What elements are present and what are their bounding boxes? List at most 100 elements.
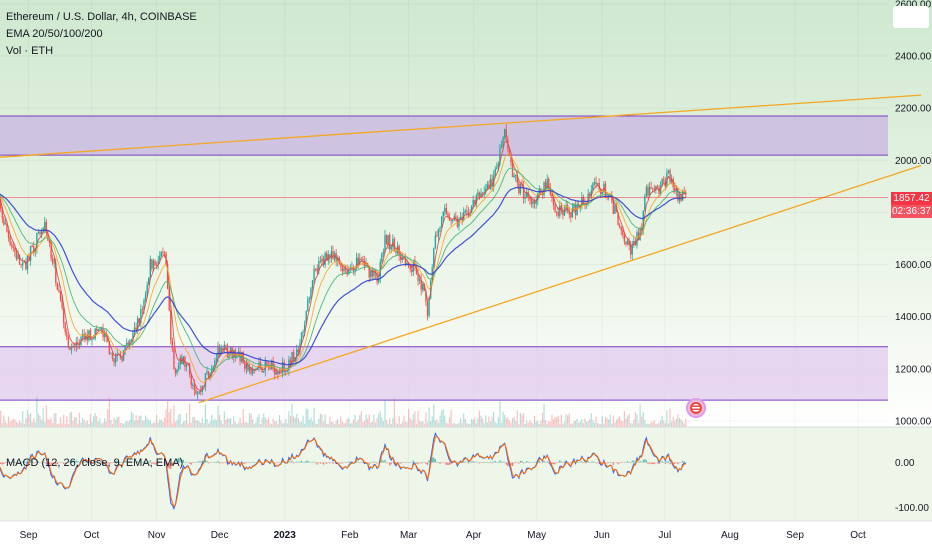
volume-bar [64, 423, 66, 427]
volume-bar [154, 422, 156, 427]
volume-bar [494, 422, 496, 427]
macd-histogram-bar [677, 462, 679, 465]
macd-histogram-bar [389, 462, 391, 466]
macd-histogram-bar [456, 462, 459, 464]
volume-bar [105, 421, 107, 427]
volume-bar [304, 423, 306, 427]
symbol-title[interactable]: Ethereum / U.S. Dollar, 4h, COINBASE [6, 11, 197, 23]
volume-bar [192, 417, 194, 427]
macd-histogram-bar [14, 461, 16, 463]
candle-body [170, 310, 172, 341]
candle-body [535, 200, 537, 204]
macd-histogram-bar [408, 462, 410, 463]
candle-body [33, 245, 35, 252]
macd-histogram-bar [597, 462, 599, 464]
volume-bar [458, 422, 460, 427]
volume-bar [382, 421, 384, 427]
volume-bar [159, 419, 161, 427]
candle-body [472, 200, 474, 207]
volume-bar [620, 420, 622, 427]
macd-histogram-bar [614, 462, 616, 463]
volume-bar [53, 413, 55, 427]
macd-histogram-bar [392, 462, 394, 463]
macd-histogram-bar [357, 462, 359, 463]
volume-bar [441, 410, 443, 427]
time-axis[interactable]: Sep Oct Nov Dec 2023 Feb Mar Apr May Jun Jul Aug Sep… [20, 530, 866, 541]
candle-body [127, 342, 129, 345]
candle-body [182, 356, 185, 364]
volume-bar [14, 419, 16, 427]
macd-histogram-bar [370, 462, 372, 463]
candle-body [499, 147, 501, 164]
macd-histogram-bar [115, 460, 117, 463]
volume-bar [143, 420, 145, 427]
volume-bar [674, 421, 676, 427]
volume-bar [241, 423, 243, 427]
ema-legend[interactable]: EMA 20/50/100/200 [6, 28, 103, 40]
macd-histogram-bar [524, 462, 526, 463]
candle-body [168, 289, 170, 311]
volume-bar [390, 423, 392, 427]
volume-bar [352, 419, 355, 427]
macd-histogram-bar [195, 462, 197, 463]
candle-body [360, 258, 363, 260]
candle-body [464, 210, 466, 213]
macd-histogram-bar [44, 461, 46, 463]
macd-histogram-bar [384, 459, 386, 463]
volume-bar [182, 421, 184, 427]
volume-legend[interactable]: Vol · ETH [6, 45, 54, 57]
candle-body [12, 246, 14, 249]
macd-histogram-bar [655, 462, 657, 464]
volume-bar [275, 420, 277, 427]
volume-bar [286, 423, 288, 427]
volume-bar [252, 419, 254, 427]
volume-bar [608, 419, 610, 427]
candle-body [497, 163, 500, 168]
volume-bar [534, 415, 536, 427]
macd-histogram-bar [425, 462, 427, 464]
macd-histogram-bar [633, 460, 635, 463]
macd-histogram-bar [89, 462, 92, 464]
candle-body [641, 228, 643, 231]
volume-bar [592, 420, 594, 427]
us-flag-icon[interactable] [686, 398, 706, 418]
volume-bar [59, 417, 62, 427]
chart-menu-button[interactable] [893, 6, 929, 28]
volume-bar [300, 422, 303, 427]
volume-bar [195, 420, 197, 427]
candle-body [48, 240, 51, 243]
macd-histogram-bar [560, 461, 562, 463]
volume-bar [94, 413, 96, 427]
macd-histogram-bar [184, 462, 186, 463]
price-tick-label: 2200.00 [895, 104, 932, 115]
volume-bar [611, 423, 613, 427]
candle-body [565, 205, 567, 210]
volume-bar [678, 417, 681, 427]
macd-histogram-bar [428, 460, 430, 463]
candle-body [29, 245, 32, 261]
candle-body [222, 348, 224, 351]
macd-histogram-bar [595, 462, 597, 464]
volume-bars [0, 396, 687, 427]
candle-body [412, 261, 415, 272]
macd-histogram-bar [500, 461, 503, 463]
candle-body [138, 318, 140, 323]
macd-histogram-bar [535, 461, 537, 463]
macd-legend[interactable]: MACD (12, 26, close, 9, EMA, EMA) [6, 457, 184, 469]
volume-bar [264, 417, 266, 427]
macd-axis[interactable]: 0.00 -100.00 [895, 458, 929, 514]
macd-histogram-bar [604, 462, 607, 464]
price-tick-label: 2600.00 [895, 0, 932, 10]
trend-lines[interactable] [0, 94, 922, 404]
volume-bar [351, 422, 353, 427]
macd-histogram-bar [321, 462, 323, 464]
macd-histogram-bar [554, 462, 556, 465]
macd-histogram-bar [414, 461, 416, 463]
macd-histogram-bar [99, 462, 101, 463]
volume-bar [392, 418, 394, 427]
macd-histogram-bar [247, 462, 249, 463]
macd-histogram-bar [559, 460, 561, 463]
macd-histogram-bar [589, 462, 591, 463]
macd-histogram-bar [305, 460, 307, 463]
